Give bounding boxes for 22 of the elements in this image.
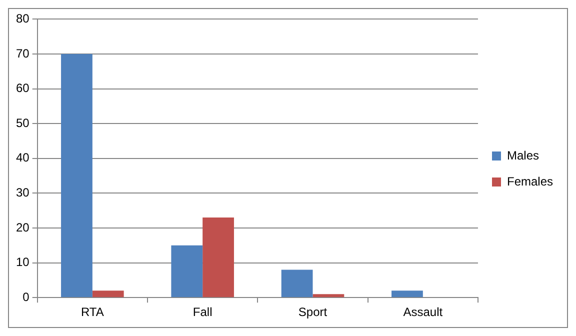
x-tick-label: RTA <box>80 305 104 320</box>
y-tick-label: 20 <box>16 220 30 234</box>
legend-label: Males <box>506 148 539 162</box>
bar <box>202 218 234 298</box>
bar <box>171 245 203 298</box>
legend-label: Females <box>506 174 553 188</box>
x-tick-label: Sport <box>298 305 328 320</box>
y-tick-label: 50 <box>16 116 30 130</box>
y-tick-label: 40 <box>16 150 30 165</box>
bar <box>92 290 124 298</box>
y-tick-label: 70 <box>16 46 30 60</box>
bar <box>281 270 313 298</box>
y-tick-label: 60 <box>16 81 30 96</box>
y-tick-label: 10 <box>16 255 30 270</box>
bar <box>312 294 344 298</box>
bar <box>61 54 92 298</box>
y-tick-label: 30 <box>16 186 30 200</box>
y-tick-label: 0 <box>22 290 30 304</box>
x-tick-label: Fall <box>192 305 212 320</box>
y-tick-label: 80 <box>16 12 30 26</box>
bar <box>392 290 423 298</box>
x-tick-label: Assault <box>403 305 444 320</box>
